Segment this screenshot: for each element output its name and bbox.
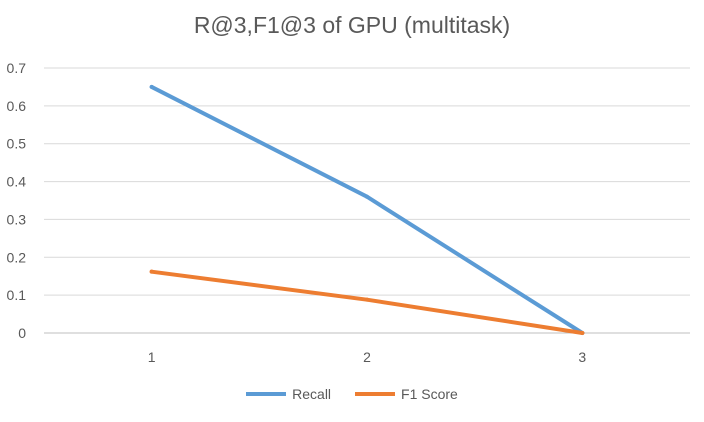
x-tick-label: 3: [578, 349, 586, 365]
data-point: [365, 194, 369, 199]
data-point: [149, 269, 154, 274]
y-tick-label: 0.3: [7, 211, 27, 227]
chart-title: R@3,F1@3 of GPU (multitask): [193, 12, 511, 38]
series-line-recall: [149, 84, 585, 335]
legend: Recall F1 Score: [0, 386, 704, 402]
x-tick-label: 2: [363, 349, 371, 365]
x-tick-label: 1: [148, 349, 156, 365]
y-tick-label: 0.5: [7, 136, 27, 152]
legend-label: F1 Score: [401, 386, 458, 402]
legend-item: F1 Score: [355, 386, 458, 402]
data-point: [149, 84, 154, 89]
series-line-f1-score: [149, 269, 585, 335]
data-point: [580, 331, 585, 335]
y-tick-label: 0: [18, 325, 26, 341]
data-point: [365, 297, 369, 302]
y-tick-label: 0.2: [7, 249, 27, 265]
y-tick-label: 0.6: [7, 98, 27, 114]
y-tick-label: 0.1: [7, 287, 27, 303]
legend-swatch: [246, 392, 287, 396]
legend-swatch: [355, 392, 396, 396]
legend-label: Recall: [292, 386, 332, 402]
legend-item: Recall: [246, 386, 331, 402]
y-tick-label: 0.4: [7, 174, 27, 190]
y-tick-label: 0.7: [7, 60, 27, 76]
